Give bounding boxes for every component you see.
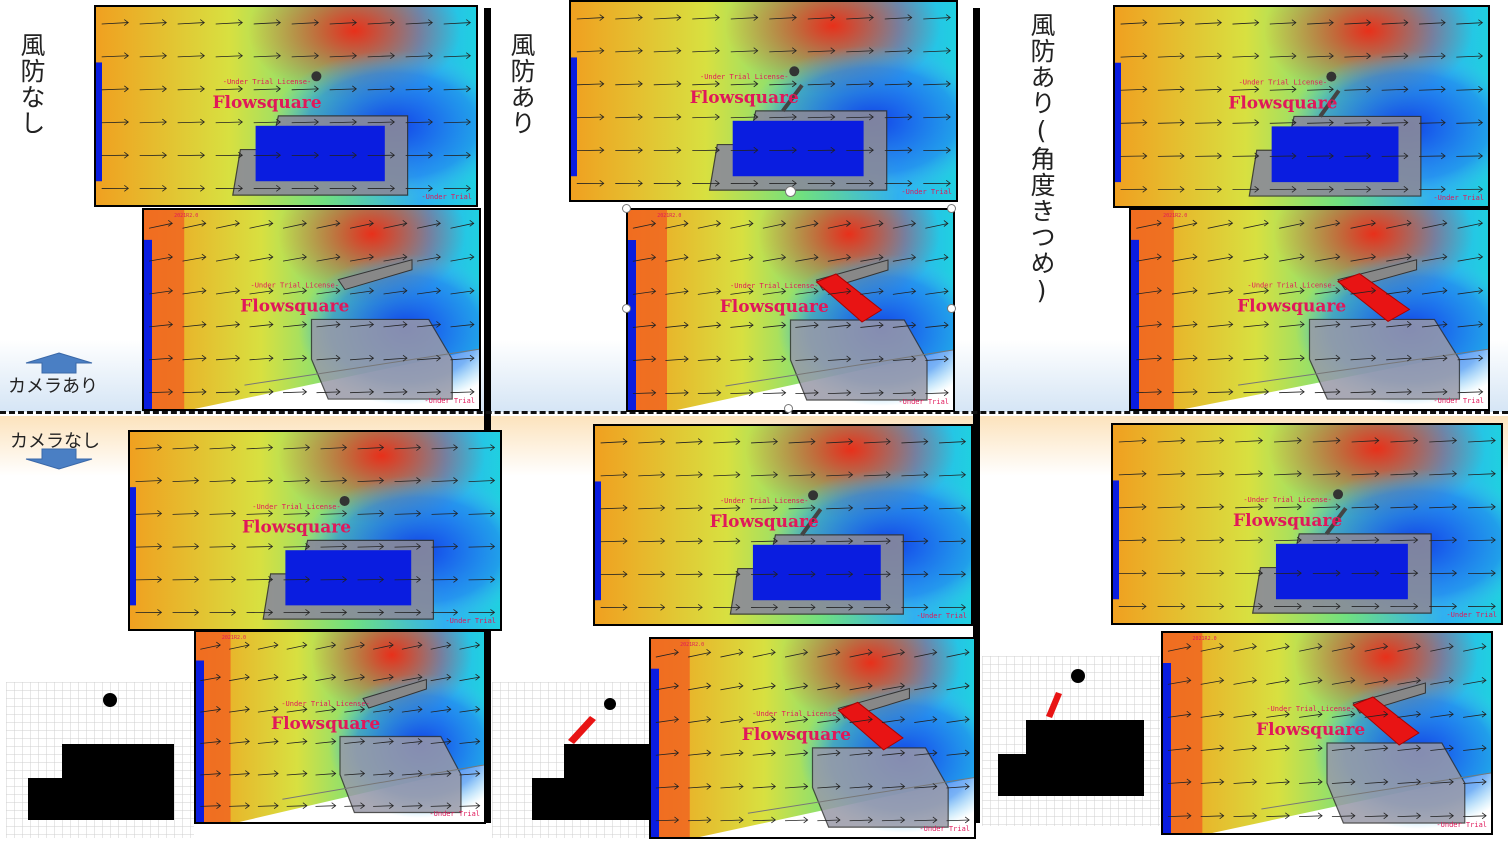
column-label-no-windshield: 風防なし	[17, 32, 46, 136]
column-label-windshield-steep: 風防あり(角度きつめ)	[1027, 12, 1056, 306]
trial-license-watermark: -Under Trial License-	[281, 700, 370, 708]
resize-handle[interactable]	[622, 204, 631, 213]
flowsquare-watermark: Flowsquare	[1237, 296, 1346, 316]
row-divider	[0, 411, 1508, 414]
corner-watermark: -Under Trial	[421, 193, 472, 201]
version-watermark: 2021R2.0	[222, 635, 246, 641]
geometry-sketch-windshield-steep	[982, 656, 1160, 826]
trial-license-watermark: -Under Trial License-	[223, 78, 312, 86]
sim-3d-view-windshield-steep-camera: -Under Trial License- Flowsquare -Under Tr…	[1129, 208, 1490, 411]
flowsquare-watermark: Flowsquare	[212, 93, 321, 113]
corner-watermark: -Under Trial	[429, 810, 480, 818]
flowsquare-watermark: Flowsquare	[1256, 720, 1365, 740]
trial-license-watermark: -Under Trial License-	[250, 282, 339, 290]
flowsquare-watermark: Flowsquare	[1233, 511, 1342, 531]
flowsquare-watermark: Flowsquare	[240, 296, 349, 316]
corner-watermark: -Under Trial	[898, 398, 949, 406]
trial-license-watermark: -Under Trial License-	[752, 710, 841, 718]
sim-3d-view-windshield-camera[interactable]: -Under Trial License- Flowsquare -Under Tr…	[626, 208, 955, 412]
camera-on-label: カメラあり	[8, 376, 98, 397]
column-divider-2	[973, 8, 980, 823]
trial-license-watermark: -Under Trial License-	[1239, 79, 1328, 87]
corner-watermark: -Under Trial	[1446, 611, 1497, 619]
trial-license-watermark: -Under Trial License-	[1243, 496, 1332, 504]
rotate-handle[interactable]	[785, 186, 796, 197]
version-watermark: 2021R2.0	[680, 642, 704, 648]
corner-watermark: -Under Trial	[445, 617, 496, 625]
camera-off-label: カメラなし	[10, 431, 100, 452]
flowsquare-watermark: Flowsquare	[690, 88, 799, 108]
corner-watermark: -Under Trial	[1433, 397, 1484, 405]
geometry-sketch-no-windshield	[6, 682, 194, 838]
resize-handle[interactable]	[947, 304, 956, 313]
resize-handle[interactable]	[784, 404, 793, 413]
trial-license-watermark: -Under Trial License-	[1247, 282, 1336, 290]
sim-top-view-no-windshield-nocamera: -Under Trial License- Flowsquare -Under Tr…	[128, 430, 502, 631]
trial-license-watermark: -Under Trial License-	[720, 497, 809, 505]
sim-3d-view-windshield-nocamera: -Under Trial License- Flowsquare -Under Tr…	[649, 637, 976, 839]
version-watermark: 2021R2.0	[657, 213, 681, 219]
sim-top-view-windshield-nocamera: -Under Trial License- Flowsquare -Under Tr…	[593, 424, 973, 626]
sim-3d-view-windshield-steep-nocamera: -Under Trial License- Flowsquare -Under Tr…	[1161, 631, 1493, 835]
version-watermark: 2021R2.0	[174, 213, 198, 219]
flowsquare-watermark: Flowsquare	[710, 512, 819, 532]
version-watermark: 2021R2.0	[1193, 636, 1217, 642]
column-label-windshield: 風防あり	[507, 32, 536, 136]
sim-top-view-windshield-camera: -Under Trial License- Flowsquare -Under Tr…	[569, 0, 958, 202]
version-watermark: 2021R2.0	[1163, 213, 1187, 219]
trial-license-watermark: -Under Trial License-	[252, 503, 341, 511]
corner-watermark: -Under Trial	[916, 612, 967, 620]
sim-top-view-windshield-steep-camera: -Under Trial License- Flowsquare -Under Tr…	[1113, 5, 1490, 208]
geometry-sketch-windshield	[492, 682, 652, 838]
flowsquare-watermark: Flowsquare	[720, 297, 829, 317]
resize-handle[interactable]	[947, 204, 956, 213]
flowsquare-watermark: Flowsquare	[1228, 93, 1337, 113]
flowsquare-watermark: Flowsquare	[742, 725, 851, 745]
sim-3d-view-no-windshield-camera: -Under Trial License- Flowsquare -Under Tr…	[142, 208, 481, 411]
corner-watermark: -Under Trial	[424, 397, 475, 405]
resize-handle[interactable]	[622, 304, 631, 313]
flowsquare-watermark: Flowsquare	[242, 517, 351, 537]
corner-watermark: -Under Trial	[1436, 821, 1487, 829]
trial-license-watermark: -Under Trial License-	[700, 73, 789, 81]
column-divider-1	[484, 8, 491, 823]
arrow-up-icon	[25, 352, 93, 374]
sim-3d-view-no-windshield-nocamera: -Under Trial License- Flowsquare -Under Tr…	[194, 630, 486, 824]
trial-license-watermark: -Under Trial License-	[730, 282, 819, 290]
sim-top-view-no-windshield-camera: -Under Trial License- Flowsquare -Under Tr…	[94, 5, 478, 207]
corner-watermark: -Under Trial	[1433, 194, 1484, 202]
corner-watermark: -Under Trial	[919, 825, 970, 833]
sim-top-view-windshield-steep-nocamera: -Under Trial License- Flowsquare -Under Tr…	[1111, 423, 1503, 625]
corner-watermark: -Under Trial	[901, 188, 952, 196]
flowsquare-watermark: Flowsquare	[271, 714, 380, 734]
trial-license-watermark: -Under Trial License-	[1266, 705, 1355, 713]
arrow-down-icon	[25, 448, 93, 470]
